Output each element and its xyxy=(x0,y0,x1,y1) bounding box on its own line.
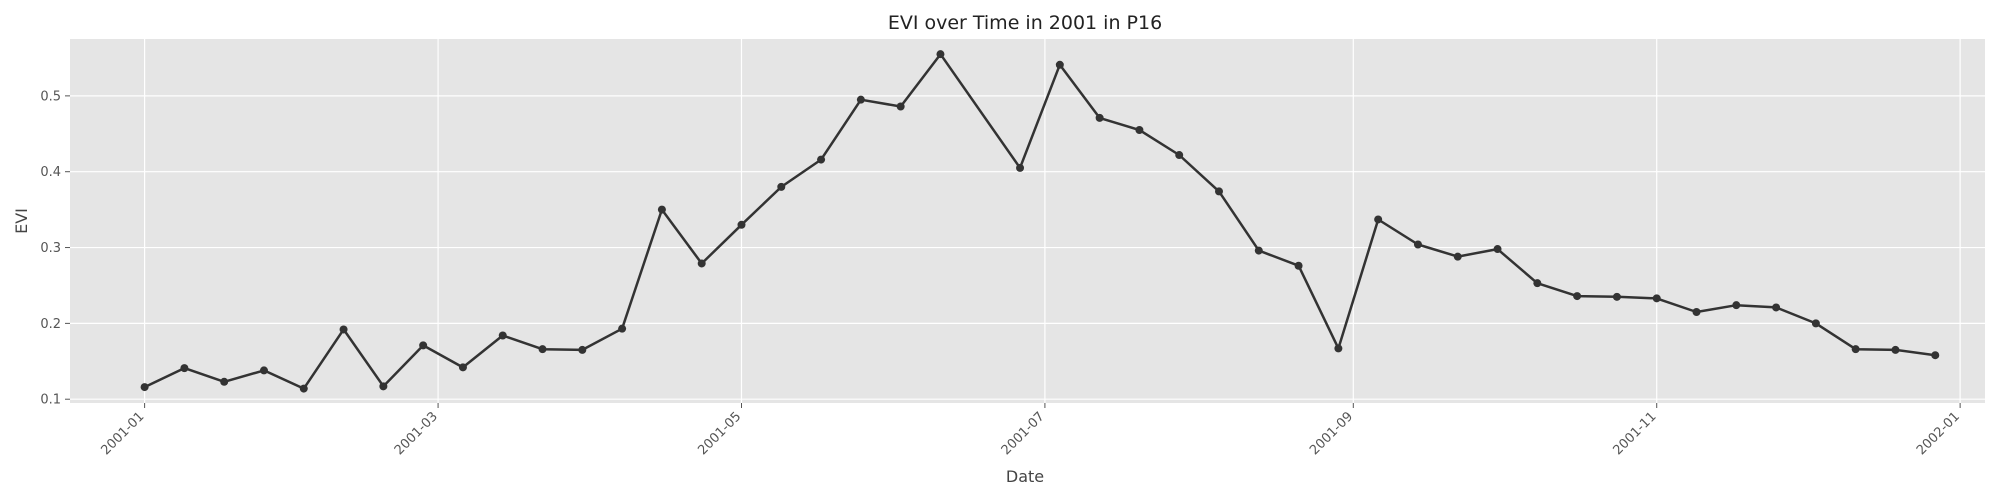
data-point xyxy=(140,383,149,392)
x-tick-label: 2001-05 xyxy=(695,409,744,458)
grid-lines xyxy=(70,39,1985,403)
data-point xyxy=(1732,301,1741,310)
data-point xyxy=(777,182,786,191)
data-point xyxy=(538,345,547,354)
data-point xyxy=(1215,187,1223,196)
data-point xyxy=(458,363,467,372)
data-point xyxy=(299,384,308,393)
x-tick-label: 2001-09 xyxy=(1307,409,1356,458)
y-tick-label: 0.2 xyxy=(40,317,61,332)
x-tick-label: 2002-01 xyxy=(1914,409,1963,458)
data-point xyxy=(379,382,388,391)
y-axis-label: EVI xyxy=(12,208,31,234)
data-point xyxy=(1095,113,1104,122)
data-point xyxy=(1334,344,1343,353)
data-point xyxy=(220,377,229,386)
data-point xyxy=(856,95,865,104)
data-points xyxy=(140,50,1940,393)
y-tick-label: 0.1 xyxy=(40,393,61,408)
x-tick-label: 2001-03 xyxy=(392,409,441,458)
data-point xyxy=(1573,292,1582,301)
data-point xyxy=(259,366,268,375)
data-point xyxy=(1533,279,1542,288)
data-point xyxy=(1175,151,1184,160)
data-point xyxy=(1612,292,1621,301)
data-point xyxy=(1016,163,1025,172)
y-tick-label: 0.4 xyxy=(40,165,61,180)
data-point xyxy=(936,50,945,59)
data-point xyxy=(1374,215,1383,224)
data-point xyxy=(1652,294,1661,303)
data-point xyxy=(180,364,189,373)
data-point xyxy=(1493,245,1502,254)
data-point xyxy=(896,102,905,111)
data-point xyxy=(657,205,666,214)
x-tick-label: 2001-07 xyxy=(999,409,1048,458)
data-point xyxy=(1891,345,1900,354)
plot-area xyxy=(70,39,1985,403)
y-tick-label: 0.5 xyxy=(40,89,61,104)
data-point xyxy=(1931,351,1940,360)
x-tick-label: 2001-01 xyxy=(98,409,147,458)
data-point xyxy=(1135,126,1144,134)
data-point xyxy=(1294,261,1303,270)
data-point xyxy=(1413,240,1422,249)
y-tick-label: 0.3 xyxy=(40,241,61,256)
data-point xyxy=(618,324,627,333)
data-point xyxy=(1811,319,1820,328)
data-point xyxy=(1851,345,1860,354)
data-point xyxy=(697,259,706,268)
data-point xyxy=(1453,252,1462,261)
data-point xyxy=(1772,303,1781,312)
x-axis: 2001-01 2001-03 2001-05 2001-07 2001-09 2001-… xyxy=(98,403,1963,458)
x-tick-label: 2001-11 xyxy=(1611,409,1660,458)
data-point xyxy=(578,345,587,354)
data-point xyxy=(737,220,746,229)
data-point xyxy=(498,331,507,340)
data-point xyxy=(419,341,428,350)
y-axis: 0.1 0.2 0.3 0.4 0.5 xyxy=(40,89,70,408)
data-point xyxy=(817,155,826,164)
data-point xyxy=(339,325,348,334)
data-point xyxy=(1692,308,1701,316)
chart-title: EVI over Time in 2001 in P16 xyxy=(888,12,1162,34)
data-point xyxy=(1254,246,1263,255)
x-axis-label: Date xyxy=(1006,467,1044,486)
data-point xyxy=(1055,60,1064,69)
